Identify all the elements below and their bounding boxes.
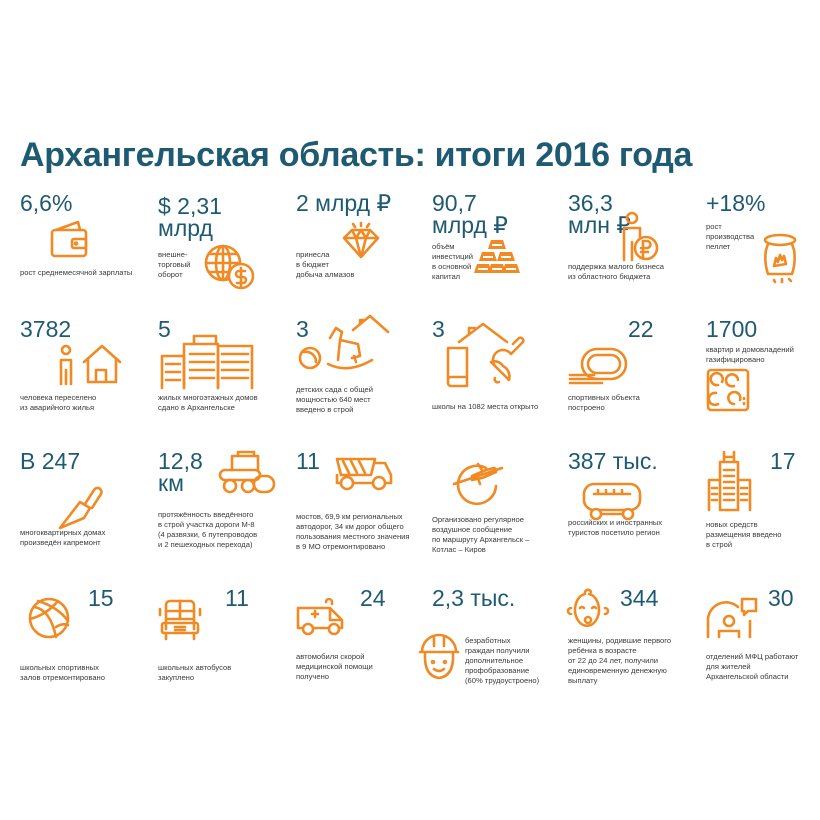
stat-label: рост производства пеллет — [706, 222, 755, 251]
stat-value: 3 — [296, 316, 309, 342]
gas-stove-icon — [706, 368, 750, 412]
mfc-office-icon — [706, 597, 764, 639]
stat-label: школьных автобусов закуплено — [158, 663, 232, 682]
stat-value: 3 — [432, 316, 445, 342]
trowel-icon — [58, 480, 104, 530]
stat-label: детских сада с общей мощностью 640 мест … — [296, 385, 373, 414]
stat-value: 2,3 тыс. — [432, 585, 516, 611]
stat-label: внешне- торговый оборот — [158, 250, 191, 279]
stat-label: мостов, 69,9 км региональных автодорог, … — [296, 512, 410, 551]
person-house-icon — [58, 340, 123, 386]
school-bus-icon — [158, 599, 202, 641]
stat-value: 15 — [88, 585, 114, 611]
stat-value: 12,8 км — [158, 448, 203, 496]
stat-label: рост среднемесячной зарплаты — [20, 268, 133, 277]
pellet-bag-icon — [760, 232, 802, 284]
rocking-horse-icon — [298, 314, 390, 375]
ambulance-icon — [296, 597, 346, 636]
stat-value: 6,6% — [20, 190, 73, 216]
stat-value: 1700 — [706, 316, 758, 342]
dump-truck-icon — [333, 455, 393, 491]
stat-label: российских и иностранных туристов посети… — [568, 518, 663, 537]
stat-value: 17 — [770, 448, 796, 474]
stat-label: Организовано регулярное воздушное сообще… — [432, 515, 530, 554]
stat-value: 11 — [225, 585, 249, 611]
plane-globe-icon — [452, 462, 504, 506]
basketball-icon — [28, 597, 70, 639]
stat-value: 90,7 млрд ₽ — [432, 190, 508, 238]
stat-label: поддержка малого бизнеса из областного б… — [568, 262, 665, 281]
stat-value: +18% — [706, 190, 766, 216]
running-track-icon — [568, 345, 628, 385]
apartment-buildings-icon — [160, 334, 255, 390]
stat-label: принесла в бюджет добыча алмазов — [296, 250, 355, 279]
stat-value: 3782 — [20, 316, 72, 342]
school-book-bell-icon — [445, 322, 527, 390]
bus-icon — [582, 482, 642, 521]
baby-icon — [566, 588, 610, 630]
stat-value: 22 — [628, 316, 654, 342]
stat-label: жилых многоэтажных домов сдано в Арханге… — [158, 393, 258, 412]
stat-value: 387 тыс. — [568, 448, 658, 474]
stat-label: школы на 1082 места открыто — [432, 402, 539, 411]
diamond-icon — [340, 221, 382, 260]
stat-label: новых средств размещения введено в строй — [706, 520, 782, 549]
hotel-icon — [707, 450, 752, 512]
stat-value: В 247 — [20, 448, 81, 474]
wallet-icon — [48, 220, 90, 260]
stat-label: протяжённость введённого в строй участка… — [158, 510, 258, 549]
stat-label: квартир и домовладений газифицировано — [706, 345, 794, 364]
stat-label: человека переселено из аварийного жилья — [20, 393, 97, 412]
stat-label: объём инвестиций в основной капитал — [432, 242, 473, 281]
stat-value: 30 — [768, 585, 794, 611]
page-title: Архангельская область: итоги 2016 года — [20, 136, 693, 174]
stat-label: многоквартирных домах произведён капремо… — [20, 528, 106, 547]
person-ruble-icon — [620, 211, 659, 262]
stat-value: 2 млрд ₽ — [296, 190, 392, 216]
stat-value: 5 — [158, 316, 171, 342]
stat-label: школьных спортивных залов отремонтирован… — [20, 663, 105, 682]
stat-value: 11 — [296, 448, 320, 474]
hard-hat-worker-icon — [418, 632, 460, 680]
stat-label: спортивных объекта построено — [568, 393, 640, 412]
stat-label: безработных граждан получили дополнитель… — [465, 636, 540, 685]
stat-label: отделений МФЦ работают для жителей Архан… — [706, 652, 799, 681]
globe-dollar-icon — [203, 243, 255, 291]
stat-label: женщины, родившие первого ребёнка в возр… — [568, 636, 672, 685]
road-roller-icon — [218, 450, 276, 494]
stat-value: 36,3 млн ₽ — [568, 190, 631, 238]
stat-value: 24 — [360, 585, 386, 611]
gold-bars-icon — [474, 238, 520, 276]
stat-label: автомобиля скорой медицинской помощи пол… — [296, 652, 373, 681]
stat-value: $ 2,31 млрд — [158, 193, 222, 241]
stat-value: 344 — [620, 585, 659, 611]
